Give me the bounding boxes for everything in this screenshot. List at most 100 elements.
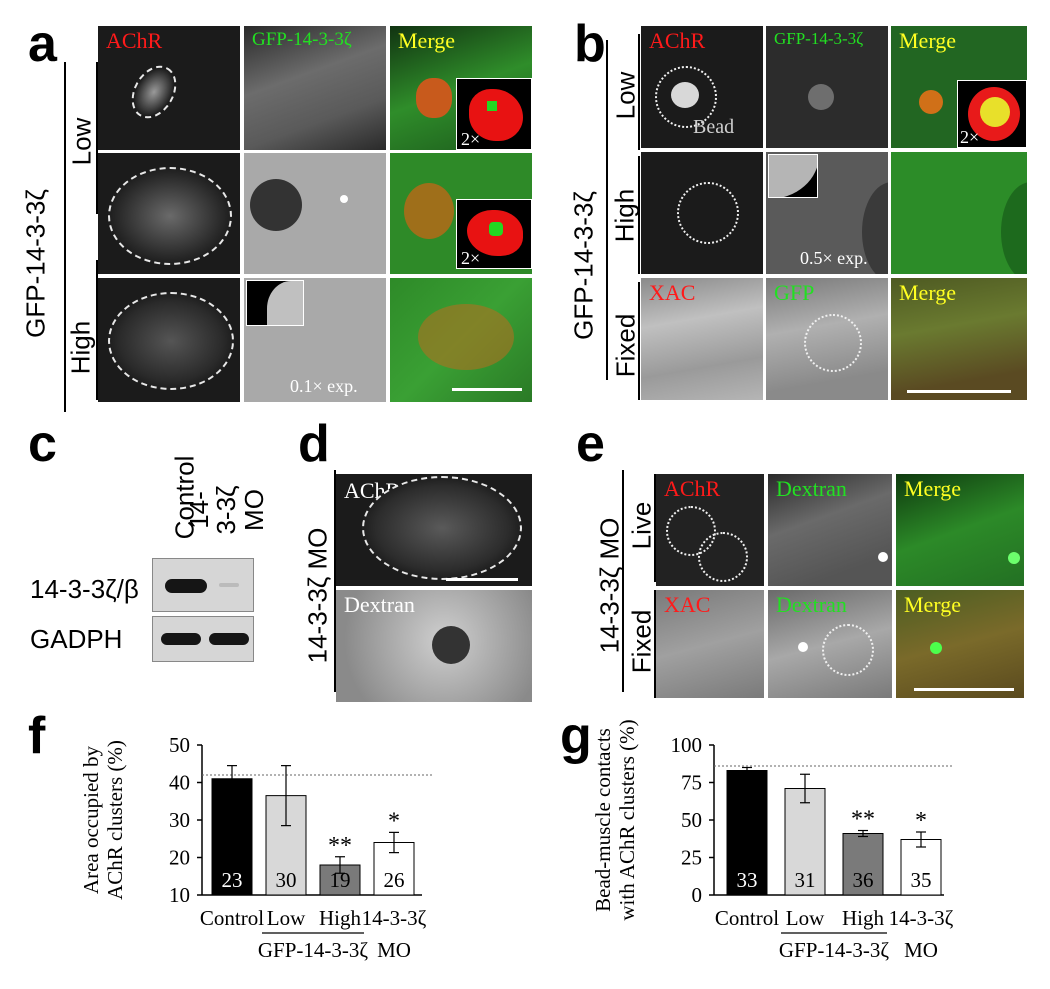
category-label-0: Control bbox=[715, 906, 779, 930]
panel-b-col-xac: XAC bbox=[649, 280, 696, 305]
panel-e-label: e bbox=[576, 415, 605, 473]
panel-b-achr-high bbox=[641, 152, 763, 274]
panel-b-gfp-fixed: GFP bbox=[766, 278, 888, 400]
n-label-3: 35 bbox=[911, 868, 932, 892]
panel-a-col-gfp: GFP-14-3-3ζ bbox=[252, 29, 352, 50]
panel-b-row-fixed: Fixed bbox=[610, 313, 641, 378]
category-label-2: High bbox=[842, 906, 885, 930]
panel-e-dextran-live: Dextran bbox=[768, 474, 892, 586]
panel-b-gfp-high: 0.5× exp. bbox=[766, 152, 888, 274]
panel-b-col-gfp-fixed: GFP bbox=[774, 280, 815, 305]
group-label: GFP-14-3-3ζ bbox=[779, 938, 890, 962]
panel-a-gfp-low-2 bbox=[244, 153, 386, 274]
panel-d-achr: AChR bbox=[336, 474, 532, 586]
panel-c-label: c bbox=[28, 415, 57, 473]
significance-2: ** bbox=[851, 807, 875, 833]
panel-b-row-high: High bbox=[609, 188, 640, 243]
significance-2: ** bbox=[328, 833, 352, 859]
panel-b-construct-label: GFP-14-3-3ζ bbox=[568, 191, 599, 340]
panel-a-achr-high bbox=[98, 278, 240, 402]
panel-a-inset-mag-1: 2× bbox=[461, 129, 481, 149]
y-tick-label: 40 bbox=[169, 771, 190, 795]
n-label-2: 19 bbox=[330, 868, 351, 892]
y-axis-label: Bead-muscle contactswith AChR clusters (… bbox=[591, 720, 639, 921]
chart-f: 10 20 30 40 50 Area occupied byAChR clusters … bbox=[79, 733, 432, 962]
panel-e-col-dextran-fixed: Dextran bbox=[776, 592, 847, 617]
panel-b-col-merge-fixed: Merge bbox=[899, 280, 957, 305]
bar-1 bbox=[784, 788, 826, 896]
y-tick-label: 50 bbox=[169, 733, 190, 757]
panel-e-col-merge: Merge bbox=[904, 476, 962, 501]
panel-c-lane-mo-text: 14-3-3ζ MO bbox=[184, 485, 269, 535]
panel-a-label: a bbox=[28, 15, 57, 73]
y-tick-label: 50 bbox=[681, 808, 702, 832]
panel-b-merge-low: Merge 2× bbox=[891, 26, 1027, 148]
panel-b-label: b bbox=[574, 15, 606, 73]
panel-g-label: g bbox=[560, 707, 592, 765]
panel-b-row-low: Low bbox=[610, 71, 641, 120]
panel-b-achr-low: AChR Bead bbox=[641, 26, 763, 148]
panel-b-gfp-low: GFP-14-3-3ζ bbox=[766, 26, 888, 148]
panel-a-col-achr: AChR bbox=[106, 28, 163, 53]
panel-f-label: f bbox=[28, 707, 46, 765]
panel-a-row-high: High bbox=[65, 320, 96, 375]
panel-a-gfp-high: 0.1× exp. bbox=[244, 278, 386, 402]
panel-d-dextran-label: Dextran bbox=[344, 592, 415, 617]
panel-d-label: d bbox=[298, 415, 330, 473]
bar-3 bbox=[900, 839, 942, 896]
y-tick-label: 10 bbox=[169, 883, 190, 907]
y-tick-label: 30 bbox=[169, 808, 190, 832]
panel-a-row-low: Low bbox=[66, 117, 97, 166]
panel-a-construct-label: GFP-14-3-3ζ bbox=[20, 189, 51, 338]
category-label-1: Low bbox=[267, 906, 306, 930]
panel-c-blot-bottom bbox=[152, 616, 254, 662]
category-label-3: 14-3-3ζ bbox=[362, 906, 427, 930]
y-tick-label: 75 bbox=[681, 771, 702, 795]
panel-e-merge-fixed: Merge bbox=[896, 590, 1024, 698]
panel-e-col-merge-fixed: Merge bbox=[904, 592, 962, 617]
panel-e-merge-live: Merge bbox=[896, 474, 1024, 586]
significance-3: * bbox=[915, 808, 927, 834]
y-tick-label: 20 bbox=[169, 846, 190, 870]
panel-e-col-xac: XAC bbox=[664, 592, 711, 617]
n-label-0: 23 bbox=[222, 868, 243, 892]
panel-e-row-live: Live bbox=[626, 501, 657, 550]
bar-0 bbox=[726, 770, 768, 896]
panel-c-blot-top bbox=[152, 558, 254, 612]
panel-a-merge-low-2: 2× bbox=[390, 153, 532, 274]
n-label-0: 33 bbox=[737, 868, 758, 892]
mo-label: MO bbox=[377, 938, 411, 962]
panel-b-exposure-note: 0.5× exp. bbox=[800, 248, 868, 268]
panel-b-merge-fixed: Merge bbox=[891, 278, 1027, 400]
significance-3: * bbox=[388, 808, 400, 834]
y-tick-label: 0 bbox=[692, 883, 703, 907]
n-label-1: 31 bbox=[795, 868, 816, 892]
panel-e-col-dextran: Dextran bbox=[776, 476, 847, 501]
panel-d-dextran: Dextran bbox=[336, 590, 532, 702]
panel-b-col-gfp: GFP-14-3-3ζ bbox=[774, 29, 864, 48]
category-label-3: 14-3-3ζ bbox=[889, 906, 954, 930]
panel-a-gfp-low: GFP-14-3-3ζ bbox=[244, 26, 386, 150]
panel-a-achr-low-2 bbox=[98, 153, 240, 274]
category-label-0: Control bbox=[200, 906, 264, 930]
panel-e-xac-fixed: XAC bbox=[656, 590, 764, 698]
y-tick-label: 25 bbox=[681, 846, 702, 870]
panel-e-side-label: 14-3-3ζ MO bbox=[594, 517, 625, 654]
panel-a-merge-high bbox=[390, 278, 532, 402]
panel-c-row-gadph: GADPH bbox=[30, 624, 123, 654]
panel-b-bead-label: Bead bbox=[693, 116, 735, 138]
n-label-3: 26 bbox=[384, 868, 405, 892]
panel-b-col-achr: AChR bbox=[649, 28, 706, 53]
n-label-1: 30 bbox=[276, 868, 297, 892]
panel-c-row-1433: 14-3-3ζ/β bbox=[30, 574, 139, 604]
panel-c-lane-mo: 14-3-3ζ MO bbox=[184, 480, 269, 540]
panel-a-col-merge: Merge bbox=[398, 28, 456, 53]
panel-a-exposure-note: 0.1× exp. bbox=[290, 376, 358, 396]
panel-a-merge-low: Merge 2× bbox=[390, 26, 532, 150]
n-label-2: 36 bbox=[853, 868, 874, 892]
panel-e-col-achr: AChR bbox=[664, 476, 721, 501]
panel-a-achr-low: AChR bbox=[98, 26, 240, 150]
panel-b-merge-high bbox=[891, 152, 1027, 274]
y-axis-label: Area occupied byAChR clusters (%) bbox=[79, 740, 127, 900]
panel-b-inset-mag: 2× bbox=[960, 127, 980, 147]
